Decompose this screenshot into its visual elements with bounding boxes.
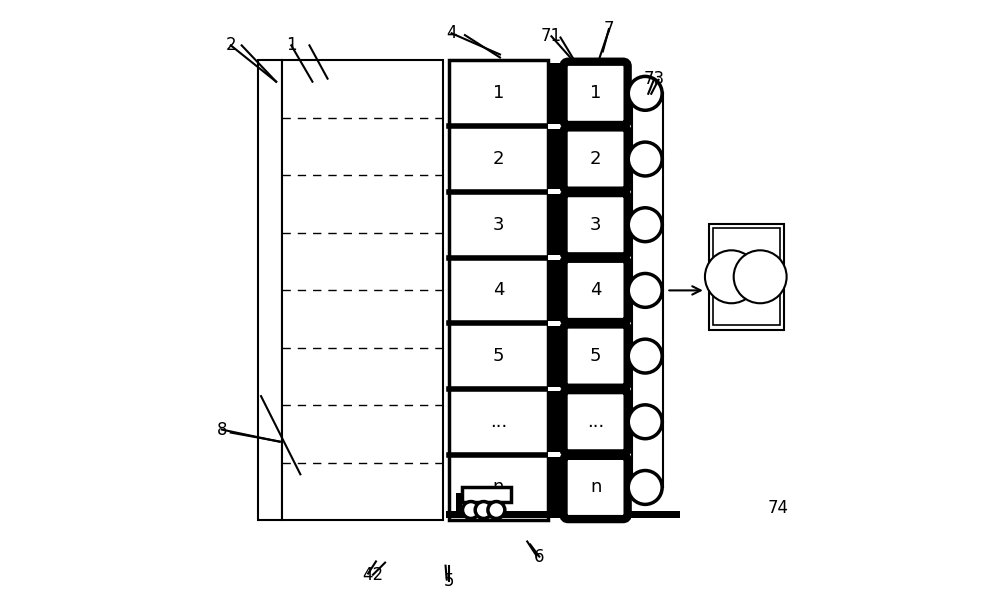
Bar	[709, 224, 784, 330]
Circle shape	[628, 208, 662, 241]
Text: 4: 4	[590, 281, 601, 299]
Bar	[548, 387, 565, 391]
Text: 8: 8	[216, 420, 227, 439]
Bar	[456, 493, 462, 518]
Circle shape	[628, 142, 662, 176]
Circle shape	[628, 405, 662, 439]
Bar	[446, 511, 680, 518]
Circle shape	[462, 502, 479, 518]
Bar	[548, 63, 565, 124]
Text: 2: 2	[493, 150, 504, 168]
Bar	[258, 60, 282, 520]
Text: 3: 3	[493, 216, 504, 234]
FancyBboxPatch shape	[564, 324, 628, 388]
FancyBboxPatch shape	[564, 62, 628, 125]
Text: n: n	[493, 479, 504, 497]
Circle shape	[628, 339, 662, 373]
Bar	[462, 487, 511, 502]
Bar	[548, 124, 565, 129]
Text: 73: 73	[644, 70, 665, 88]
Bar	[548, 325, 565, 387]
Text: 42: 42	[362, 566, 384, 584]
Circle shape	[475, 502, 492, 518]
Text: n: n	[590, 479, 601, 497]
FancyBboxPatch shape	[564, 390, 628, 453]
Text: 3: 3	[590, 216, 601, 234]
Bar	[282, 60, 443, 520]
Text: 5: 5	[590, 347, 601, 365]
Circle shape	[734, 250, 787, 303]
Text: 6: 6	[534, 548, 545, 566]
Bar	[548, 194, 565, 255]
Circle shape	[488, 502, 505, 518]
Text: 1: 1	[590, 84, 601, 102]
Text: ...: ...	[587, 413, 604, 431]
Text: 74: 74	[768, 499, 789, 517]
FancyBboxPatch shape	[564, 128, 628, 191]
Bar	[548, 321, 565, 325]
FancyBboxPatch shape	[564, 259, 628, 322]
Text: 4: 4	[493, 281, 504, 299]
Text: 1: 1	[286, 36, 297, 54]
Bar	[449, 60, 548, 520]
Text: 7: 7	[604, 20, 614, 38]
Bar	[713, 228, 780, 325]
Text: 4: 4	[446, 24, 457, 42]
Bar	[548, 255, 565, 260]
Bar	[548, 129, 565, 189]
Text: 2: 2	[590, 150, 601, 168]
FancyBboxPatch shape	[564, 193, 628, 257]
Circle shape	[628, 273, 662, 307]
Text: 5: 5	[443, 572, 454, 590]
Text: 2: 2	[225, 36, 236, 54]
Bar	[548, 391, 565, 452]
Circle shape	[628, 76, 662, 110]
Text: 1: 1	[493, 84, 504, 102]
Text: ...: ...	[490, 413, 507, 431]
FancyBboxPatch shape	[564, 456, 628, 519]
Bar	[548, 452, 565, 457]
Text: 5: 5	[493, 347, 504, 365]
Bar	[548, 260, 565, 321]
Bar	[548, 457, 565, 518]
Bar	[548, 189, 565, 194]
Circle shape	[705, 250, 758, 303]
Circle shape	[628, 471, 662, 505]
Text: 71: 71	[541, 27, 562, 45]
